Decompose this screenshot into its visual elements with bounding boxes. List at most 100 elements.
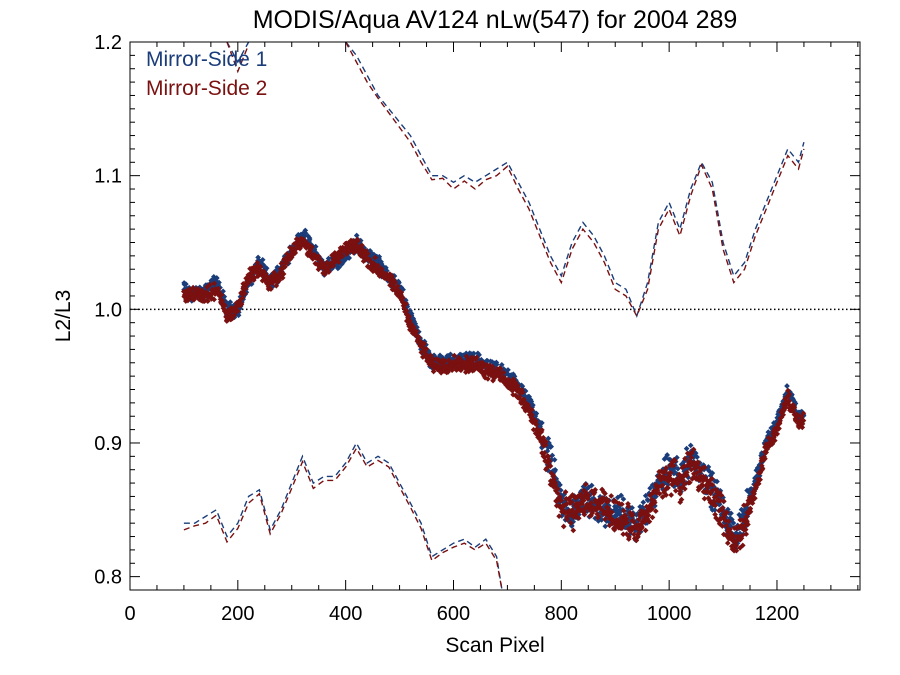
point-mirror-side-2 — [757, 476, 763, 483]
point-mirror-side-2 — [682, 455, 688, 462]
point-mirror-side-2 — [602, 490, 608, 497]
x-tick-label: 200 — [221, 603, 254, 625]
y-tick-label: 1.2 — [94, 32, 122, 54]
point-mirror-side-1 — [602, 523, 609, 530]
point-mirror-side-2 — [667, 470, 674, 476]
dashed-line-1-segment-1 — [226, 42, 250, 64]
point-mirror-side-2 — [606, 522, 613, 529]
point-mirror-side-2 — [719, 523, 726, 529]
point-mirror-side-1 — [728, 510, 734, 517]
point-mirror-side-2 — [719, 505, 726, 511]
point-mirror-side-2 — [602, 516, 608, 523]
point-mirror-side-1 — [263, 265, 270, 272]
point-mirror-side-2 — [686, 479, 693, 486]
point-mirror-side-2 — [309, 244, 315, 250]
point-mirror-side-2 — [771, 437, 778, 444]
point-mirror-side-1 — [687, 442, 694, 449]
point-mirror-side-2 — [421, 340, 427, 347]
point-mirror-side-2 — [221, 302, 228, 309]
point-mirror-side-2 — [718, 492, 725, 499]
point-mirror-side-1 — [620, 496, 627, 502]
point-mirror-side-2 — [558, 497, 564, 504]
point-mirror-side-2 — [620, 531, 627, 538]
point-mirror-side-2 — [191, 296, 197, 303]
point-mirror-side-1 — [548, 443, 555, 450]
point-mirror-side-1 — [664, 452, 671, 458]
point-mirror-side-2 — [624, 519, 630, 526]
point-mirror-side-2 — [500, 369, 507, 376]
point-mirror-side-2 — [639, 524, 645, 531]
legend-mirror-side-2: Mirror-Side 2 — [146, 77, 267, 100]
point-mirror-side-2 — [581, 511, 588, 518]
point-mirror-side-2 — [665, 485, 671, 491]
point-mirror-side-2 — [625, 500, 631, 507]
point-mirror-side-2 — [580, 497, 587, 504]
point-mirror-side-2 — [729, 536, 736, 543]
point-mirror-side-2 — [519, 389, 526, 396]
point-mirror-side-2 — [699, 482, 706, 489]
point-mirror-side-2 — [690, 446, 697, 453]
point-mirror-side-1 — [353, 232, 360, 239]
point-mirror-side-2 — [776, 420, 783, 427]
point-mirror-side-2 — [649, 514, 656, 521]
point-mirror-side-2 — [554, 485, 561, 492]
point-mirror-side-1 — [683, 445, 690, 452]
point-mirror-side-2 — [800, 417, 807, 424]
point-mirror-side-1 — [183, 281, 189, 287]
point-mirror-side-1 — [493, 359, 500, 366]
point-mirror-side-2 — [211, 280, 218, 287]
point-mirror-side-2 — [774, 431, 781, 437]
point-mirror-side-1 — [705, 464, 712, 470]
y-tick-label: 0.9 — [94, 433, 122, 455]
point-mirror-side-2 — [239, 294, 246, 301]
point-mirror-side-2 — [516, 393, 523, 400]
point-mirror-side-2 — [339, 253, 346, 260]
point-mirror-side-2 — [668, 492, 675, 498]
point-mirror-side-2 — [651, 499, 658, 506]
point-mirror-side-2 — [717, 497, 724, 504]
point-mirror-side-2 — [585, 492, 592, 498]
point-mirror-side-2 — [375, 262, 381, 269]
y-tick-label: 1.0 — [94, 299, 122, 321]
point-mirror-side-1 — [552, 466, 559, 473]
plot-area — [130, 42, 860, 590]
point-mirror-side-2 — [711, 498, 717, 505]
point-mirror-side-2 — [656, 490, 663, 497]
point-mirror-side-2 — [533, 421, 540, 428]
point-mirror-side-2 — [629, 512, 636, 518]
point-mirror-side-2 — [394, 283, 401, 290]
point-mirror-side-2 — [278, 260, 285, 267]
point-mirror-side-2 — [282, 264, 288, 270]
point-mirror-side-2 — [430, 368, 437, 375]
chart-title: MODIS/Aqua AV124 nLw(547) for 2004 289 — [253, 6, 738, 34]
dashed-line-2-segment-1 — [226, 42, 250, 74]
point-mirror-side-2 — [406, 313, 413, 320]
point-mirror-side-1 — [378, 258, 384, 265]
point-mirror-side-1 — [483, 357, 490, 364]
point-mirror-side-2 — [663, 464, 669, 471]
point-mirror-side-2 — [416, 334, 422, 341]
point-mirror-side-2 — [645, 512, 652, 519]
point-mirror-side-2 — [497, 365, 504, 372]
point-mirror-side-2 — [759, 465, 766, 472]
point-mirror-side-2 — [276, 275, 282, 282]
point-mirror-side-1 — [530, 402, 536, 408]
point-mirror-side-2 — [776, 425, 782, 432]
point-mirror-side-2 — [704, 484, 711, 491]
point-mirror-side-2 — [539, 427, 545, 433]
point-mirror-side-2 — [335, 259, 342, 266]
point-mirror-side-2 — [630, 518, 637, 525]
point-mirror-side-2 — [646, 518, 653, 525]
point-mirror-side-2 — [279, 275, 286, 281]
point-mirror-side-2 — [218, 292, 225, 298]
x-tick-label: 1000 — [647, 603, 692, 625]
x-tick-label: 800 — [545, 603, 578, 625]
point-mirror-side-1 — [730, 520, 737, 526]
point-mirror-side-2 — [631, 531, 637, 538]
point-mirror-side-1 — [640, 499, 647, 506]
legend-mirror-side-1: Mirror-Side 1 — [146, 48, 267, 71]
point-mirror-side-2 — [372, 254, 378, 261]
point-mirror-side-2 — [280, 271, 287, 277]
point-mirror-side-2 — [364, 250, 370, 257]
point-mirror-side-2 — [552, 481, 559, 488]
